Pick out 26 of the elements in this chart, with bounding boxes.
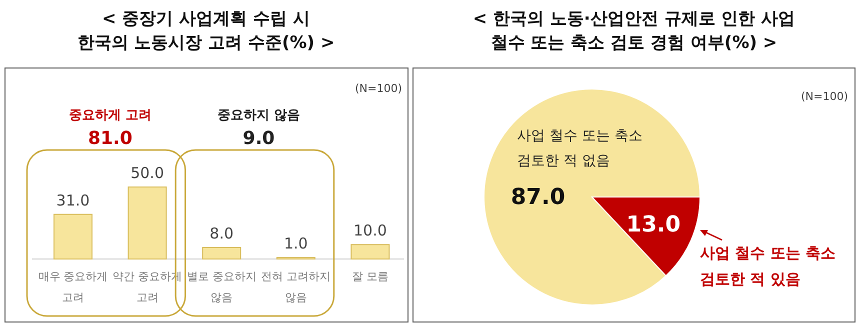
text: 중요하지 않음: [217, 108, 300, 123]
bar: [54, 214, 92, 260]
data-label: 31.0: [56, 191, 90, 210]
bar: [350, 244, 390, 260]
chart-title: < 한국의 노동·산업안전 규제로 인한 사업 철수 또는 축소 검토 경험 여부(%) >: [472, 9, 796, 53]
text: 81.0: [88, 128, 132, 149]
pie-slice: [484, 88, 700, 306]
data-label: 1.0: [284, 234, 308, 253]
x-tick-label: 잘 모름: [352, 270, 388, 283]
text: 중요하게 고려: [68, 108, 152, 123]
text: (N=100): [354, 82, 402, 95]
x-tick-label: 매우 중요하게 고려: [38, 270, 108, 304]
legend-label: 사업 철수 또는 축소 검토한 적 있음: [700, 244, 836, 288]
data-label: 8.0: [210, 224, 234, 242]
data-label: 13.0: [626, 212, 681, 238]
data-label: 50.0: [130, 164, 164, 182]
bar: [202, 246, 242, 260]
data-label: 87.0: [510, 185, 566, 210]
text: (N=100): [800, 90, 848, 103]
text: 9.0: [242, 128, 275, 149]
bar: [128, 186, 167, 260]
data-label: 10.0: [353, 222, 387, 240]
chart-title: < 중장기 사업계획 수립 시 한국의 노동시장 고려 수준(%) >: [77, 9, 335, 53]
x-tick-label: 별로 중요하지 않음: [186, 270, 256, 304]
x-tick-label: 전혀 고려하지 않음: [261, 270, 331, 304]
slice-label: 사업 철수 또는 축소 검토한 적 없음: [517, 128, 642, 169]
